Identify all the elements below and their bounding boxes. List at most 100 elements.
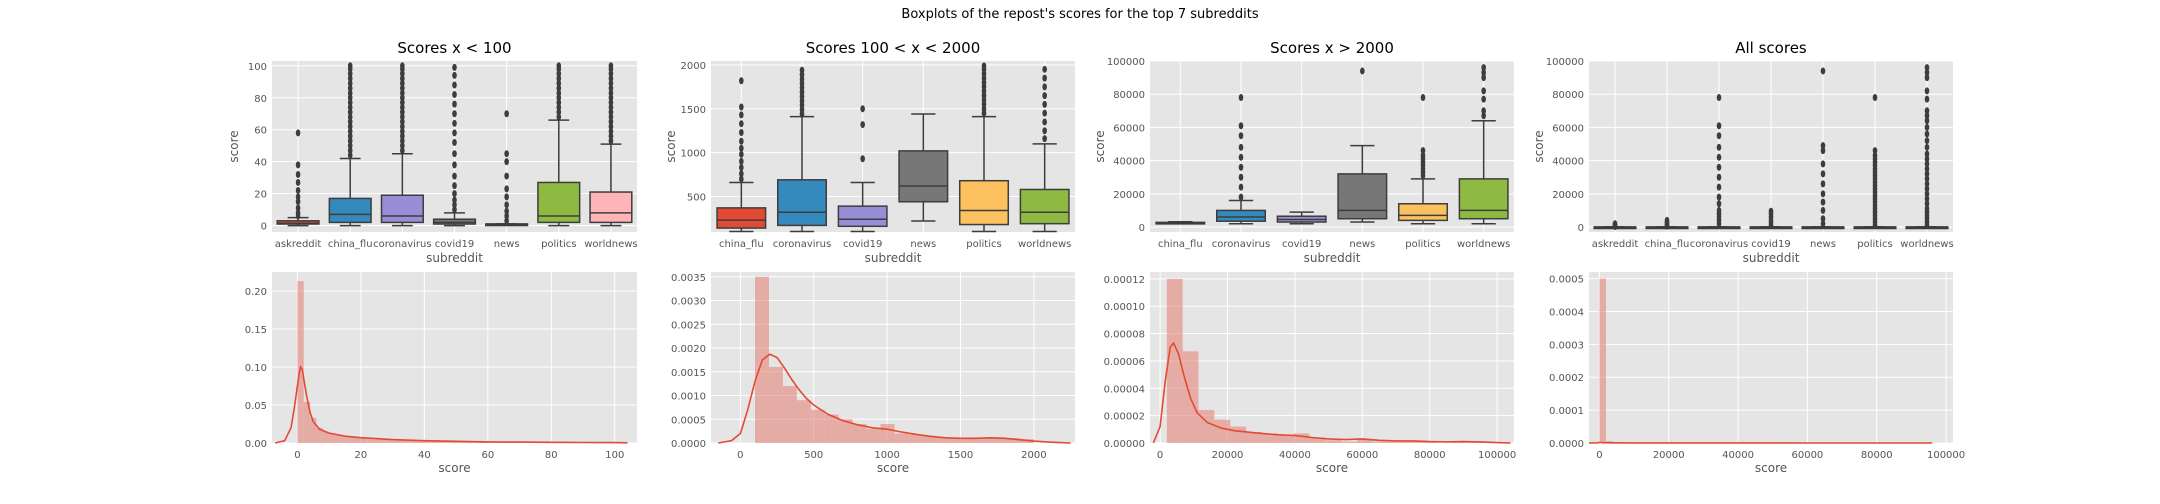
outlier-point [860,105,865,113]
y-tick-label: 40000 [1113,157,1145,168]
x-tick-label: 100000 [1478,450,1516,461]
box-coronavirus [380,194,424,224]
outlier-point [1924,190,1930,198]
outlier-point [1042,118,1047,126]
y-tick-label: 0.00012 [1104,275,1145,286]
subplot-title: Scores x > 2000 [1270,39,1394,57]
outlier-point [1716,200,1722,208]
histogram-bar [456,441,463,443]
outlier-point [608,62,614,70]
y-tick-label: 60000 [1113,123,1145,134]
outlier-point [452,196,457,204]
outlier-point [739,111,744,119]
outlier-point [295,198,301,206]
box-coronavirus [776,179,828,227]
histogram-bar [430,441,438,443]
outlier-point [1042,100,1047,108]
outlier-point [608,70,614,78]
outlier-point [608,84,614,92]
x-tick-label-china_flu: china_flu [1645,239,1690,250]
outlier-point [504,201,509,209]
histogram-bar [922,435,937,443]
histogram-bar [978,438,993,443]
outlier-point [347,89,353,97]
outlier-point [1420,147,1426,155]
outlier-point [608,103,614,111]
outlier-point [452,81,457,89]
x-tick-label-covid19: covid19 [1751,239,1790,250]
boxplot-axes-bg [1150,61,1514,232]
outlier-point [504,150,509,158]
outlier-point [452,139,457,147]
outlier-point [504,185,509,193]
outlier-point [1481,87,1486,95]
outlier-point [1042,109,1047,117]
histogram-bar [1404,441,1421,443]
outlier-point [739,103,744,111]
y-tick-label: 60000 [1552,123,1584,134]
outlier-point [1924,112,1930,120]
outlier-point [556,79,562,87]
histogram-bar [894,433,909,443]
outlier-point [347,123,353,131]
x-axis-label: score [1755,461,1787,475]
y-tick-label: 100000 [1546,57,1584,68]
y-tick-label: 20000 [1552,190,1584,201]
y-tick-label: 0.00004 [1104,384,1145,395]
histogram-bar [824,414,839,443]
kde-curve [1152,341,1511,444]
x-tick-label: 0 [1596,450,1602,461]
x-tick-label: 1500 [948,450,973,461]
outlier-point [1716,173,1722,181]
outlier-point [400,146,405,154]
outlier-point [400,89,405,97]
y-tick-label: 0.0010 [671,392,706,403]
outlier-point [739,164,744,172]
outlier-point [452,100,457,108]
outlier-point [981,62,987,70]
outlier-point [1924,200,1930,208]
histogram-bar [950,438,965,443]
outlier-point [1924,137,1930,145]
outlier-point [400,108,405,116]
outlier-point [1481,74,1486,82]
outlier-point [1924,160,1930,168]
outlier-point [1924,150,1930,158]
outlier-point [739,77,744,85]
x-tick-label-politics: politics [1857,239,1892,250]
outlier-point [452,91,457,99]
histogram-bar [367,438,374,443]
outlier-point [347,62,353,70]
outlier-point [1042,65,1047,73]
outlier-point [1924,95,1930,103]
outlier-point [1924,64,1930,72]
y-tick-label: 0.00008 [1104,330,1145,341]
histogram-bar [838,419,853,443]
x-tick-label: 0 [1157,450,1163,461]
outlier-point [452,206,457,214]
histogram-bar [936,437,951,443]
outlier-point [295,209,301,217]
subplot-title: Scores 100 < x < 2000 [806,39,981,57]
y-tick-label: 500 [687,192,706,203]
x-tick-label-politics: politics [541,239,576,250]
x-tick-label-news: news [1810,239,1836,250]
histogram-bar [1388,441,1405,443]
outlier-point [1238,193,1244,201]
box-worldnews [1458,178,1509,220]
outlier-point [295,170,301,178]
y-tick-label: 40 [254,158,267,169]
x-tick-label-worldnews: worldnews [1900,239,1953,250]
histogram-bar [1166,278,1183,443]
x-tick-label: 20 [355,450,368,461]
x-tick-label: 40000 [1722,450,1754,461]
x-tick-label-politics: politics [1405,239,1440,250]
x-tick-label: 20000 [1653,450,1685,461]
outlier-point [400,84,405,92]
y-tick-label: 0.0005 [671,415,706,426]
outlier-point [295,161,301,169]
outlier-point [400,132,405,140]
histogram-bar [1599,278,1606,443]
x-axis-label: score [438,461,470,475]
outlier-point [400,70,405,78]
